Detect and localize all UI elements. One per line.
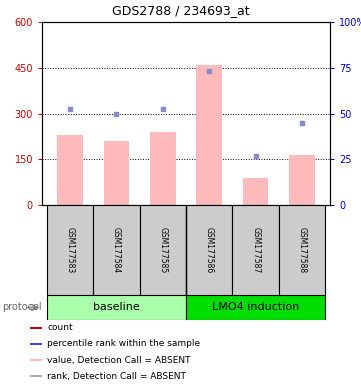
Bar bbox=[186, 205, 232, 295]
Bar bbox=[57, 135, 83, 205]
Point bbox=[206, 68, 212, 74]
Bar bbox=[47, 205, 93, 295]
Text: GDS2788 / 234693_at: GDS2788 / 234693_at bbox=[112, 5, 249, 18]
Bar bbox=[93, 205, 140, 295]
Text: baseline: baseline bbox=[93, 303, 140, 313]
Bar bbox=[104, 141, 129, 205]
Bar bbox=[30, 359, 42, 361]
Bar bbox=[279, 205, 325, 295]
Text: protocol: protocol bbox=[2, 303, 42, 313]
Point bbox=[299, 119, 305, 126]
Text: percentile rank within the sample: percentile rank within the sample bbox=[47, 339, 200, 349]
Point bbox=[253, 153, 258, 159]
Text: GSM177588: GSM177588 bbox=[297, 227, 306, 273]
Text: GSM177584: GSM177584 bbox=[112, 227, 121, 273]
Point bbox=[113, 111, 119, 117]
Text: GSM177586: GSM177586 bbox=[205, 227, 214, 273]
Bar bbox=[30, 375, 42, 377]
Text: GSM177585: GSM177585 bbox=[158, 227, 167, 273]
Point bbox=[160, 106, 166, 112]
Text: GSM177587: GSM177587 bbox=[251, 227, 260, 273]
Text: LMO4 induction: LMO4 induction bbox=[212, 303, 299, 313]
Text: count: count bbox=[47, 323, 73, 333]
Bar bbox=[140, 205, 186, 295]
Bar bbox=[30, 343, 42, 345]
Bar bbox=[150, 132, 175, 205]
Bar bbox=[186, 295, 325, 320]
Bar bbox=[232, 205, 279, 295]
Text: value, Detection Call = ABSENT: value, Detection Call = ABSENT bbox=[47, 356, 191, 364]
Text: rank, Detection Call = ABSENT: rank, Detection Call = ABSENT bbox=[47, 371, 186, 381]
Bar bbox=[290, 155, 315, 205]
Bar bbox=[30, 327, 42, 329]
Bar bbox=[47, 295, 186, 320]
Point bbox=[67, 106, 73, 112]
Bar bbox=[243, 177, 269, 205]
Text: GSM177583: GSM177583 bbox=[65, 227, 74, 273]
Bar bbox=[196, 65, 222, 205]
